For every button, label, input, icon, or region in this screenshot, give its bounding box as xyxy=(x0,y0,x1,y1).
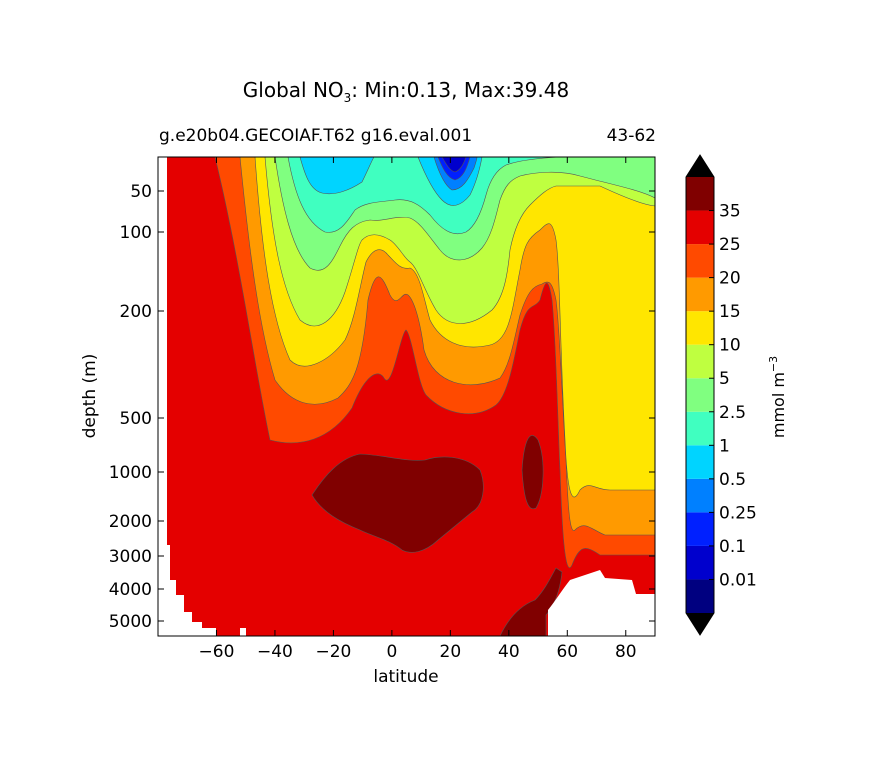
y-tick-label: 3000 xyxy=(109,547,152,567)
colorbar: 0.01 0.1 0.25 0.5 1 2.5 5 10 15 20 25 35 xyxy=(685,154,757,636)
colorbar-segment xyxy=(686,177,714,211)
colorbar-tick-label: 0.25 xyxy=(719,503,757,523)
chart-subtitle-case: g.e20b04.GECOIAF.T62 g16.eval.001 xyxy=(159,126,473,146)
colorbar-outline xyxy=(685,154,715,636)
x-tick-label: 40 xyxy=(498,642,520,662)
y-tick-label: 5000 xyxy=(109,612,152,632)
y-tick-label: 50 xyxy=(130,182,152,202)
x-tick-label: 80 xyxy=(615,642,637,662)
plot-frame xyxy=(157,156,656,637)
y-axis: 50 100 200 500 1000 2000 3000 4000 5000 xyxy=(109,182,655,632)
colorbar-segment xyxy=(686,344,714,379)
x-axis: −60 −40 −20 0 20 40 60 80 xyxy=(199,157,637,662)
y-tick-label: 500 xyxy=(120,409,152,429)
contour-field xyxy=(158,157,655,636)
x-tick-label: 20 xyxy=(440,642,462,662)
colorbar-tick-label: 20 xyxy=(719,269,741,289)
x-tick-label: 0 xyxy=(386,642,397,662)
y-axis-label: depth (m) xyxy=(80,354,100,439)
colorbar-segment xyxy=(686,311,714,345)
colorbar-segment xyxy=(686,545,714,580)
seafloor-mask xyxy=(158,157,655,636)
x-tick-label: 60 xyxy=(556,642,578,662)
colorbar-tick-label: 5 xyxy=(719,369,730,389)
y-tick-label: 2000 xyxy=(109,512,152,532)
colorbar-segment xyxy=(686,210,714,245)
colorbar-tick-label: 35 xyxy=(719,202,741,222)
contour-band-35-pacific xyxy=(521,435,544,510)
colorbar-segment xyxy=(686,445,714,479)
chart-subtitle-years: 43-62 xyxy=(606,126,656,146)
x-tick-label: −60 xyxy=(199,642,235,662)
y-tick-label: 1000 xyxy=(109,463,152,483)
x-tick-label: −20 xyxy=(315,642,351,662)
colorbar-tick-label: 0.1 xyxy=(719,537,746,557)
y-tick-label: 100 xyxy=(120,223,152,243)
chart-title: Global NO3: Min:0.13, Max:39.48 xyxy=(242,78,570,105)
contour-band-0.5-1 xyxy=(299,157,483,206)
colorbar-segment xyxy=(686,277,714,312)
colorbar-segment xyxy=(686,512,714,546)
colorbar-tick-label: 25 xyxy=(719,235,741,255)
colorbar-segment xyxy=(686,378,714,412)
y-tick-label: 4000 xyxy=(109,580,152,600)
colorbar-tick-label: 0.01 xyxy=(719,570,757,590)
colorbar-segment xyxy=(686,478,714,513)
y-tick-label: 200 xyxy=(120,302,152,322)
colorbar-label: mmol m−3 xyxy=(767,356,788,438)
colorbar-tick-label: 10 xyxy=(719,336,741,356)
colorbar-segment xyxy=(686,244,714,278)
contour-band-35-deep xyxy=(311,453,484,553)
colorbar-extend-min xyxy=(686,613,714,635)
x-axis-label: latitude xyxy=(373,667,438,687)
colorbar-extend-max xyxy=(686,155,714,177)
colorbar-tick-label: 15 xyxy=(719,302,741,322)
x-tick-label: −40 xyxy=(257,642,293,662)
colorbar-segment xyxy=(686,579,714,613)
contour-band-0.01-0.1 xyxy=(441,157,467,173)
colorbar-tick-label: 0.5 xyxy=(719,470,746,490)
colorbar-tick-label: 2.5 xyxy=(719,403,746,423)
colorbar-tick-label: 1 xyxy=(719,436,730,456)
colorbar-segment xyxy=(686,411,714,446)
